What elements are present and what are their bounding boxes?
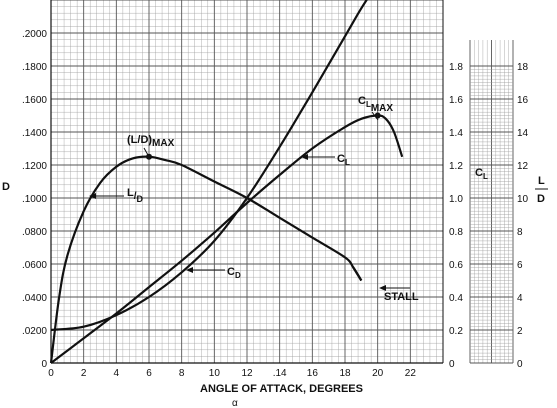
ld-max-label: (L/D)MAX <box>127 134 175 149</box>
cl-max-label: CLMAX <box>358 95 393 114</box>
left-y-tick-label: .0200 <box>22 326 47 337</box>
ld-y-tick-label: 4 <box>517 293 523 304</box>
x-tick-label: 16 <box>307 368 319 379</box>
ld-y-tick-label: 8 <box>517 227 523 238</box>
cl-curve-label: CL <box>337 153 350 167</box>
ld-y-tick-label: 14 <box>517 128 529 139</box>
left-y-tick-label: .1200 <box>22 161 47 172</box>
left-y-tick-label: .1800 <box>22 62 47 73</box>
cl-y-tick-label: 0.6 <box>449 260 463 271</box>
series-line-cd <box>50 0 368 332</box>
stall-label: STALL <box>384 291 419 303</box>
cl-y-tick-label: 1.4 <box>449 128 463 139</box>
ld-axis-label-bottom: D <box>537 193 545 205</box>
ld-max-point <box>146 153 152 160</box>
ld-y-tick-label: 6 <box>517 260 523 271</box>
ld-y-tick-label: 2 <box>517 326 523 337</box>
grid-major <box>50 0 444 364</box>
x-tick-label: 8 <box>179 368 185 379</box>
cl-y-tick-label: 0.4 <box>449 293 463 304</box>
x-tick-label: 2 <box>81 368 87 379</box>
cl-y-tick-label: 1.0 <box>449 194 463 205</box>
x-tick-label: 4 <box>114 368 120 379</box>
x-tick-label: 0 <box>48 368 54 379</box>
cl-y-tick-label: 0.2 <box>449 326 463 337</box>
x-tick-label: 12 <box>241 368 253 379</box>
x-tick-label: 20 <box>372 368 384 379</box>
left-y-tick-label: .1400 <box>22 128 47 139</box>
cd-curve-label: CD <box>227 266 241 280</box>
x-axis-symbol: α <box>232 398 238 408</box>
ld-y-tick-label: 0 <box>517 359 523 370</box>
ld-y-tick-label: 12 <box>517 161 529 172</box>
ld-y-tick-label: 18 <box>517 62 529 73</box>
cl-y-tick-label: 1.2 <box>449 161 463 172</box>
ld-y-tick-label: 10 <box>517 194 529 205</box>
x-tick-label: 10 <box>209 368 221 379</box>
cl-max-arrow <box>371 111 379 121</box>
x-axis-label: ANGLE OF ATTACK, DEGREES <box>200 383 363 395</box>
left-y-tick-label: .0400 <box>22 293 47 304</box>
cl-y-tick-label: 1.8 <box>449 62 463 73</box>
ld-max-arrow <box>143 147 149 156</box>
ld-axis-label-top: L <box>538 175 545 187</box>
x-tick-label: 18 <box>339 368 351 379</box>
stall-arrowhead <box>379 285 386 291</box>
left-axis-label: D <box>2 181 10 193</box>
series-line-l-d <box>49 155 363 364</box>
x-tick-label: 22 <box>405 368 417 379</box>
series-layer <box>49 0 404 364</box>
cl-y-tick-label: 1.6 <box>449 95 463 106</box>
left-y-tick-label: .1600 <box>22 95 47 106</box>
left-y-tick-label: .1000 <box>22 194 47 205</box>
ld-curve-label: L/D <box>127 187 144 204</box>
x-tick-label: 6 <box>146 368 152 379</box>
left-y-tick-label: .2000 <box>22 29 47 40</box>
left-y-tick-label: .0600 <box>22 260 47 271</box>
cl-y-tick-label: 0 <box>449 359 455 370</box>
stall-tail <box>352 266 363 282</box>
left-y-tick-label: 0 <box>41 359 47 370</box>
ld-curve-arrowhead <box>89 193 96 199</box>
series-line-cl <box>50 114 404 364</box>
grid-minor <box>51 0 514 364</box>
cl-y-tick-label: 0.8 <box>449 227 463 238</box>
x-tick-label: .14 <box>273 368 287 379</box>
cl-axis-label: CL <box>475 167 488 181</box>
cd-curve-arrowhead <box>186 267 193 273</box>
ld-y-tick-label: 16 <box>517 95 529 106</box>
ticks-layer: 0 2 4 6 8 10 12.14 16 18 20 220.0200.0400.0600.080… <box>22 29 529 379</box>
cl-curve-arrowhead <box>301 154 308 160</box>
left-y-tick-label: .0800 <box>22 227 47 238</box>
